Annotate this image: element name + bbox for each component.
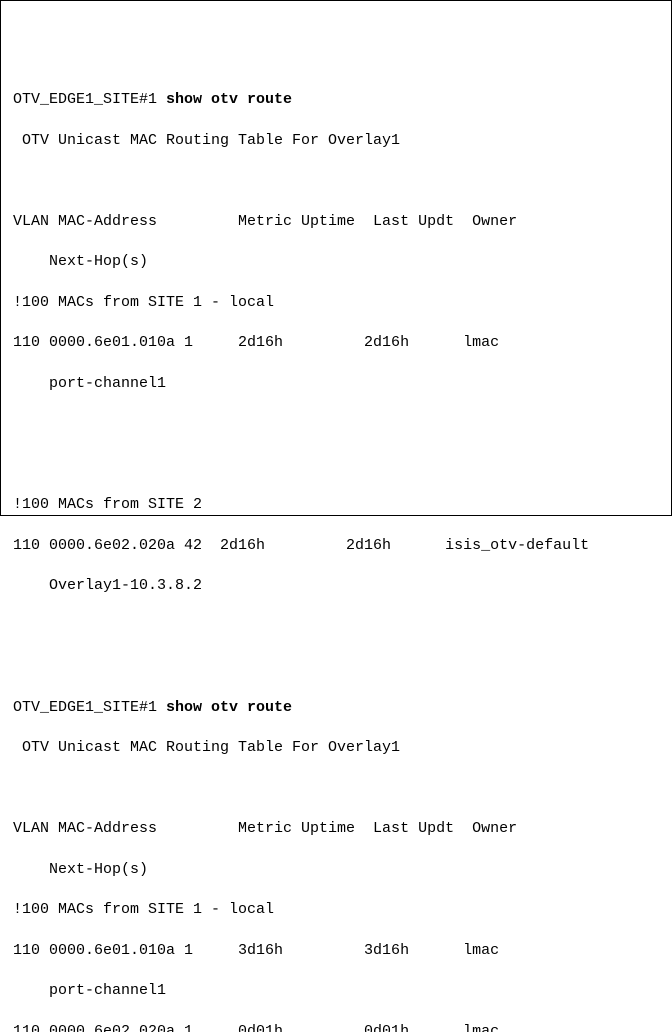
command: show otv route: [166, 699, 292, 716]
site1-header: !100 MACs from SITE 1 - local: [13, 900, 659, 920]
subtitle-2: OTV Unicast MAC Routing Table For Overla…: [13, 738, 659, 758]
table-row-nexthop: port-channel1: [13, 981, 659, 1001]
table-row: 110 0000.6e02.020a 42 2d16h 2d16h isis_o…: [13, 536, 659, 556]
site1-header: !100 MACs from SITE 1 - local: [13, 293, 659, 313]
table-row: 110 0000.6e02.020a 1 0d01h 0d01h lmac: [13, 1022, 659, 1032]
prompt-host: OTV_EDGE1_SITE#1: [13, 91, 166, 108]
column-header-1: VLAN MAC-Address Metric Uptime Last Updt…: [13, 212, 659, 232]
column-header-1: VLAN MAC-Address Metric Uptime Last Updt…: [13, 819, 659, 839]
blank: [13, 414, 659, 434]
column-header-2: Next-Hop(s): [13, 252, 659, 272]
table-row-nexthop: port-channel1: [13, 374, 659, 394]
blank: [13, 455, 659, 475]
blank: [13, 779, 659, 799]
blank: [13, 617, 659, 637]
table-row: 110 0000.6e01.010a 1 2d16h 2d16h lmac: [13, 333, 659, 353]
blank: [13, 171, 659, 191]
column-header-2: Next-Hop(s): [13, 860, 659, 880]
prompt-host: OTV_EDGE1_SITE#1: [13, 699, 166, 716]
table-row: 110 0000.6e01.010a 1 3d16h 3d16h lmac: [13, 941, 659, 961]
site2-header: !100 MACs from SITE 2: [13, 495, 659, 515]
subtitle-1: OTV Unicast MAC Routing Table For Overla…: [13, 131, 659, 151]
cmd-line-1: OTV_EDGE1_SITE#1 show otv route: [13, 90, 659, 110]
table-row-nexthop: Overlay1-10.3.8.2: [13, 576, 659, 596]
command: show otv route: [166, 91, 292, 108]
cmd-line-2: OTV_EDGE1_SITE#1 show otv route: [13, 698, 659, 718]
blank: [13, 657, 659, 677]
